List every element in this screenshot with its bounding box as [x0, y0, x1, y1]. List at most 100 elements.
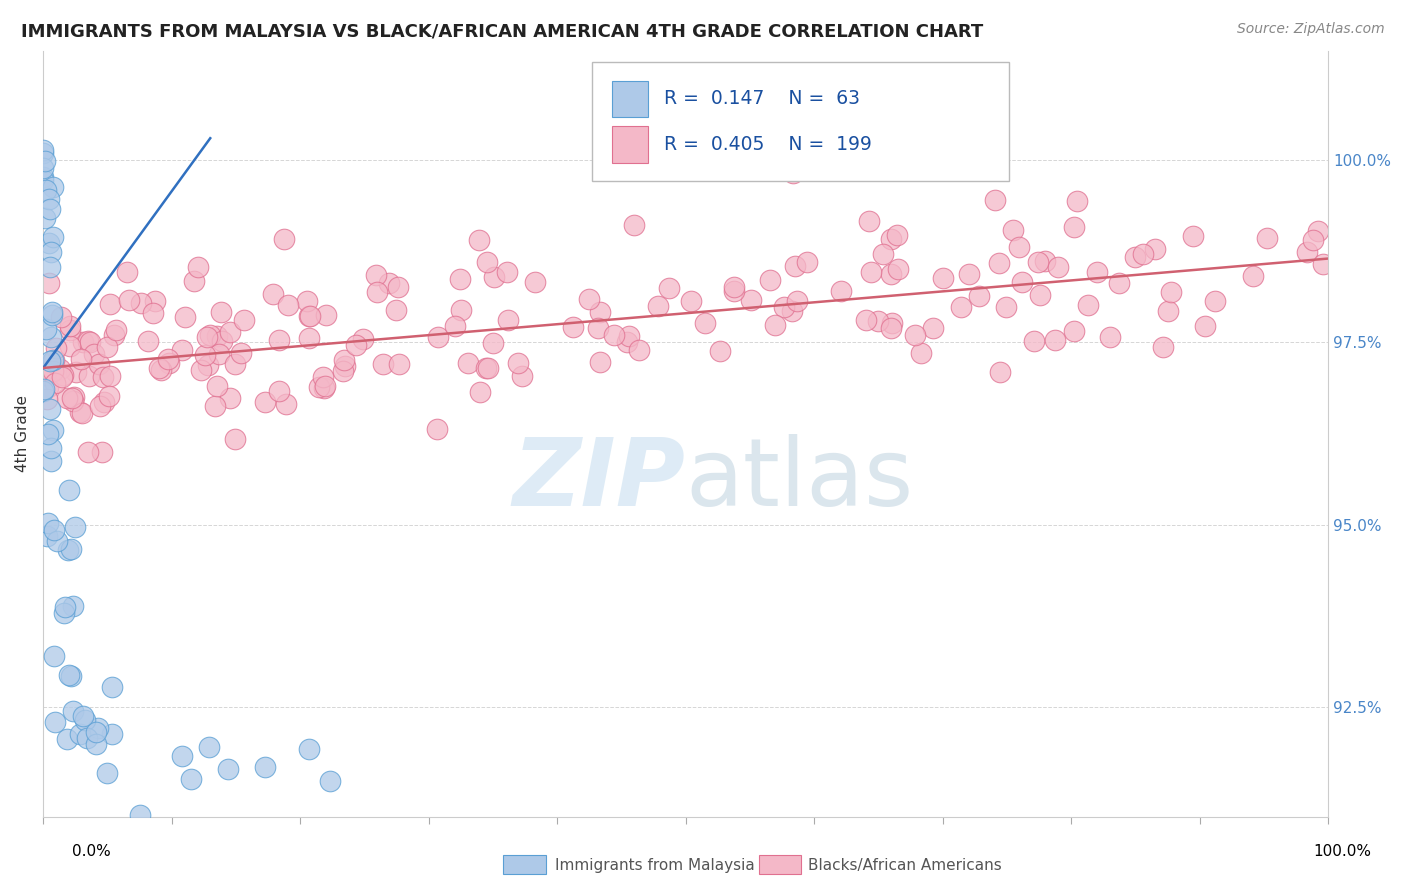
Point: [96, 340, 118, 354]
Text: ZIP: ZIP: [513, 434, 686, 525]
FancyBboxPatch shape: [592, 62, 1010, 181]
Point: [39, 330, 62, 344]
Point: [35, 529, 58, 543]
Point: [904, 327, 927, 342]
Point: [32, 143, 55, 157]
Point: [879, 321, 901, 335]
Point: [101, 727, 124, 741]
Point: [59, 339, 82, 353]
Point: [910, 346, 932, 360]
Point: [949, 300, 972, 314]
Point: [366, 285, 388, 299]
Point: [427, 330, 450, 344]
Point: [69, 405, 91, 419]
Point: [477, 360, 499, 375]
Point: [32, 146, 55, 161]
Point: [42, 423, 65, 437]
Point: [1085, 265, 1108, 279]
Point: [332, 364, 354, 378]
Point: [886, 227, 908, 242]
Point: [38, 260, 60, 275]
Point: [801, 134, 824, 148]
Point: [508, 356, 530, 370]
Point: [34, 368, 56, 382]
Point: [129, 296, 152, 310]
Point: [1241, 268, 1264, 283]
Point: [1312, 257, 1334, 271]
Point: [32, 161, 55, 175]
Point: [205, 379, 228, 393]
Point: [145, 293, 167, 308]
Point: [37, 380, 59, 394]
Point: [51, 369, 73, 384]
Point: [96, 765, 118, 780]
Point: [385, 302, 408, 317]
Text: R =  0.405    N =  199: R = 0.405 N = 199: [664, 136, 872, 154]
Point: [1256, 231, 1278, 245]
Point: [586, 320, 609, 334]
Point: [1306, 224, 1329, 238]
Point: [32, 363, 55, 377]
Point: [315, 308, 337, 322]
Point: [75, 713, 97, 727]
Text: 0.0%: 0.0%: [72, 845, 111, 859]
Point: [156, 352, 179, 367]
Point: [103, 328, 125, 343]
Point: [1152, 340, 1174, 354]
Point: [1029, 288, 1052, 302]
Point: [105, 323, 128, 337]
Point: [63, 390, 86, 404]
Point: [58, 543, 80, 558]
Point: [62, 705, 84, 719]
Point: [59, 319, 82, 334]
Point: [34, 154, 56, 169]
Point: [53, 606, 76, 620]
Point: [866, 314, 889, 328]
Point: [37, 516, 59, 530]
Point: [1098, 330, 1121, 344]
Point: [872, 247, 894, 261]
Point: [90, 445, 112, 459]
Point: [157, 356, 180, 370]
Point: [658, 281, 681, 295]
Point: [91, 369, 114, 384]
Point: [149, 363, 172, 377]
Point: [42, 523, 65, 537]
Point: [297, 293, 319, 308]
Point: [174, 310, 197, 325]
Point: [333, 353, 356, 368]
Point: [115, 265, 138, 279]
Point: [830, 284, 852, 298]
Point: [457, 356, 479, 370]
Point: [1026, 255, 1049, 269]
Point: [273, 232, 295, 246]
Point: [195, 330, 218, 344]
Point: [58, 668, 80, 682]
Point: [38, 236, 60, 251]
Point: [38, 402, 60, 417]
Text: Blacks/African Americans: Blacks/African Americans: [808, 858, 1002, 872]
Point: [578, 292, 600, 306]
Point: [1160, 285, 1182, 300]
Point: [444, 319, 467, 334]
Point: [183, 274, 205, 288]
Point: [498, 313, 520, 327]
Point: [588, 305, 610, 319]
Point: [87, 721, 110, 735]
Point: [58, 483, 80, 497]
Point: [1046, 260, 1069, 274]
Point: [772, 301, 794, 315]
Point: [1033, 254, 1056, 268]
Point: [55, 731, 77, 746]
Point: [470, 384, 492, 399]
Point: [312, 370, 335, 384]
Point: [1002, 223, 1025, 237]
Point: [86, 737, 108, 751]
Point: [32, 382, 55, 396]
Point: [59, 669, 82, 683]
Point: [72, 709, 94, 723]
Bar: [613, 80, 648, 118]
Point: [49, 310, 72, 324]
Point: [1063, 220, 1085, 235]
Point: [60, 391, 83, 405]
